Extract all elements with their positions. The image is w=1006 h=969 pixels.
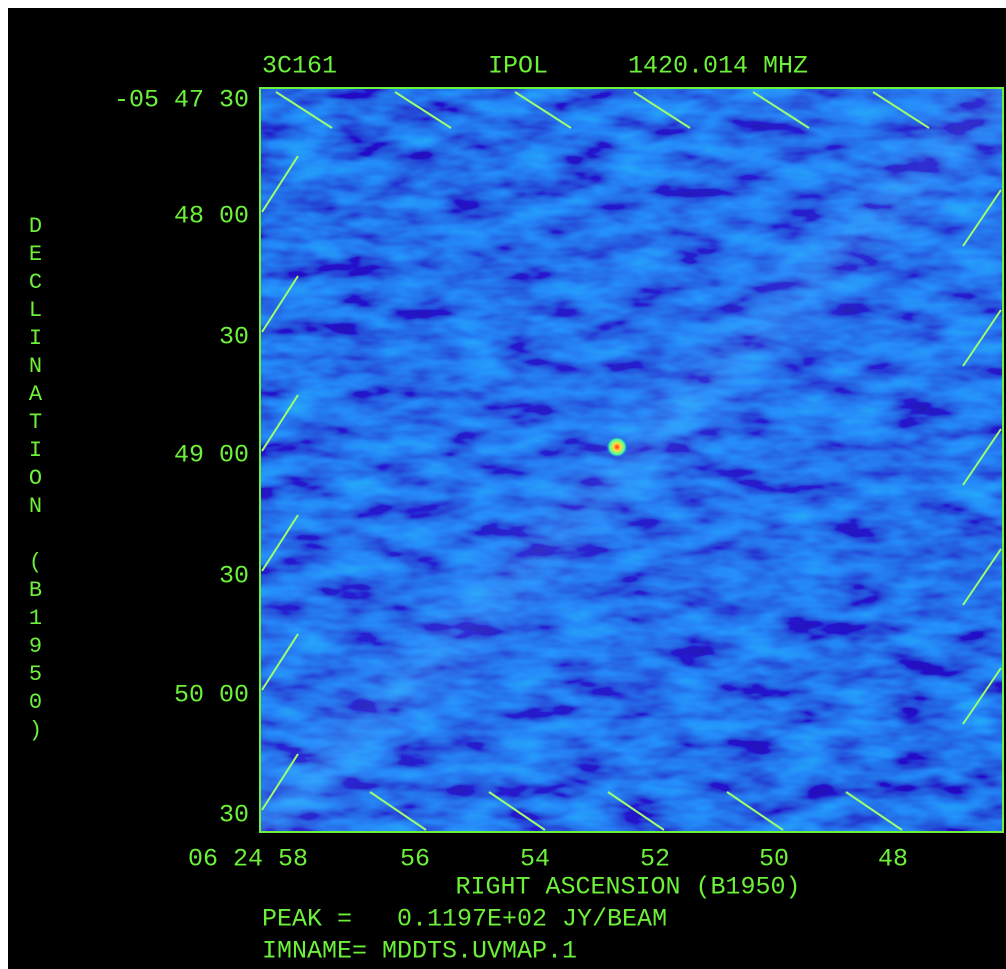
stokes: IPOL xyxy=(488,52,548,81)
x-tick-label: 56 xyxy=(400,845,430,874)
peak: PEAK = 0.1197E+02 JY/BEAM xyxy=(262,905,667,934)
imname: IMNAME= MDDTS.UVMAP.1 xyxy=(262,937,577,966)
x-tick-label: 54 xyxy=(520,845,550,874)
frequency: 1420.014 MHZ xyxy=(628,52,808,81)
y-tick-label: 50 00 xyxy=(174,681,249,710)
x-tick-label: 50 xyxy=(759,845,789,874)
source xyxy=(606,436,628,458)
map-plot: 3C161 IPOL 1420.014 MHZ RIGHT ASCENSION … xyxy=(0,0,1006,969)
page: 3C161 IPOL 1420.014 MHZ RIGHT ASCENSION … xyxy=(0,0,1006,969)
y-tick-label: 30 xyxy=(219,323,249,352)
y-tick-label: 49 00 xyxy=(174,441,249,470)
y-tick-label: 30 xyxy=(219,562,249,591)
x-axis-label: RIGHT ASCENSION (B1950) xyxy=(455,873,800,902)
x-tick-label: 06 24 58 xyxy=(188,845,308,874)
y-tick-label: 30 xyxy=(219,801,249,830)
x-tick-label: 52 xyxy=(640,845,670,874)
image-band xyxy=(260,88,1003,832)
x-tick-label: 48 xyxy=(878,845,908,874)
source-name: 3C161 xyxy=(262,52,337,81)
y-tick-label: 48 00 xyxy=(174,202,249,231)
y-tick-label: -05 47 30 xyxy=(114,86,249,115)
y-axis-label: DECLINATION (B1950) xyxy=(24,214,46,746)
